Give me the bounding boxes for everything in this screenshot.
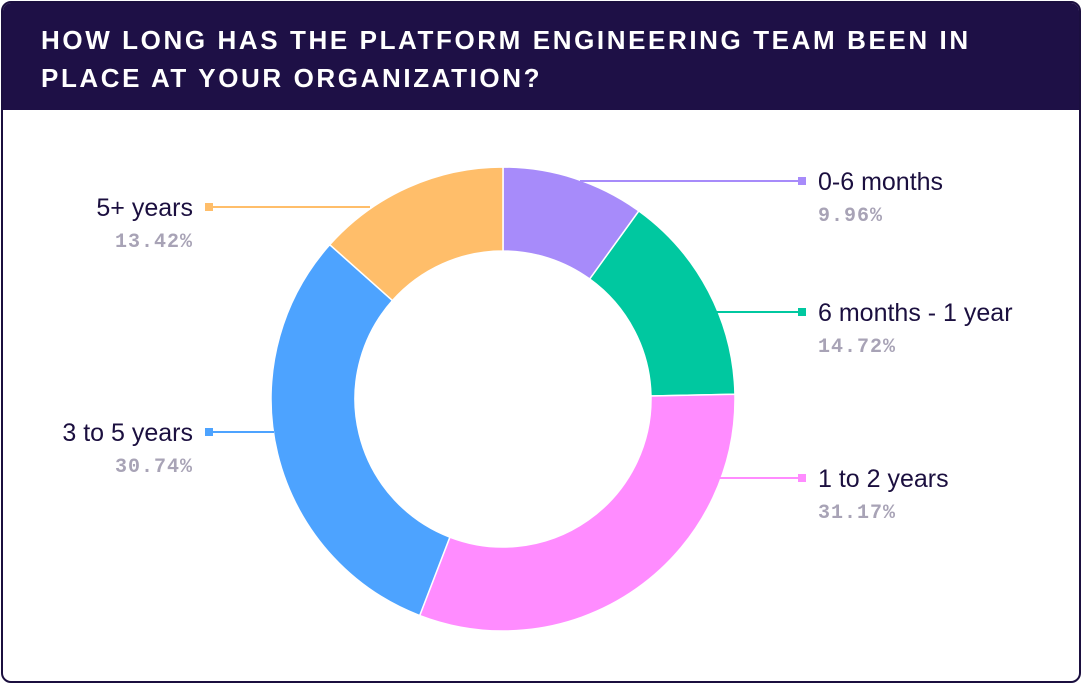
slice-value-5-years: 13.42% [115,231,193,254]
slice-value-0-6-months: 9.96% [818,205,883,228]
legend-marker-1-to-2-years [798,474,806,482]
slice-label-5-years: 5+ years [96,194,193,222]
legend-marker-6-months-1-year [798,308,806,316]
slice-1-to-2-years[interactable] [418,393,736,632]
slice-value-3-to-5-years: 30.74% [115,456,193,479]
chart-title: HOW LONG HAS THE PLATFORM ENGINEERING TE… [41,25,971,93]
label-leaders [205,177,806,482]
slice-value-6-months-1-year: 14.72% [818,336,896,359]
legend-marker-0-6-months [798,177,806,185]
legend-marker-3-to-5-years [205,428,213,436]
slice-3-to-5-years[interactable] [270,243,451,617]
slice-label-3-to-5-years: 3 to 5 years [62,419,193,447]
slice-5-years[interactable] [328,166,504,302]
slice-label-0-6-months: 0-6 months [818,168,943,196]
slice-label-1-to-2-years: 1 to 2 years [818,465,949,493]
donut-slices [270,166,736,632]
chart-header: HOW LONG HAS THE PLATFORM ENGINEERING TE… [3,3,1079,110]
slice-value-1-to-2-years: 31.17% [818,502,896,525]
slice-label-6-months-1-year: 6 months - 1 year [818,299,1013,327]
slice-labels: 0-6 months 9.96% 6 months - 1 year 14.72% 1 … [62,168,1012,525]
legend-marker-5-years [205,203,213,211]
